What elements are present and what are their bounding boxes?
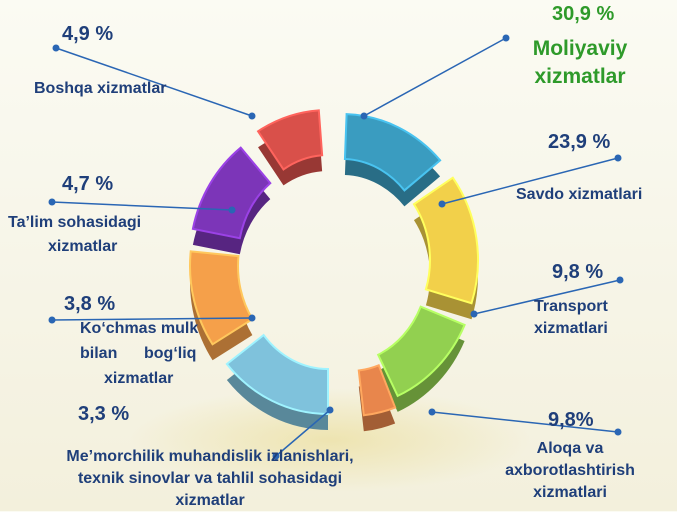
slice-3	[357, 363, 397, 432]
leader-dot-3-1	[614, 428, 622, 436]
label-kochmas-3: xizmatlar	[104, 370, 174, 387]
leader-line-3	[431, 411, 619, 433]
slice-6	[191, 146, 272, 255]
leader-dot-2-1	[616, 276, 624, 284]
leader-dot-7-0	[248, 112, 256, 120]
label-aloqa-3: xizmatlari	[533, 484, 607, 501]
label-memorchilik-1: Me’morchilik muhandislik izlanishlari,	[66, 448, 354, 465]
leader-dot-4-0	[326, 406, 334, 414]
leader-dot-1-1	[614, 154, 622, 162]
label-moliyaviy-1: Moliyaviy	[532, 37, 628, 60]
pct-savdo: 23,9 %	[548, 131, 611, 153]
leader-line-4	[275, 409, 331, 457]
slice-face-0	[343, 113, 442, 192]
leader-dot-6-0	[228, 206, 236, 214]
slice-face-5	[189, 250, 254, 346]
slice-4	[225, 333, 329, 430]
label-memorchilik-2: texnik sinovlar va tahlil sohasidagi	[77, 470, 343, 487]
donut-slices	[189, 109, 479, 432]
leader-dot-4-1	[272, 452, 280, 460]
leader-dot-5-1	[48, 316, 56, 324]
pct-moliyaviy: 30,9 %	[552, 3, 615, 25]
slice-face-7	[256, 109, 324, 171]
leader-dot-0-1	[502, 34, 510, 42]
slice-0	[343, 113, 442, 207]
leader-dot-0-0	[360, 112, 368, 120]
label-kochmas-2: bilan bog‘liq	[80, 345, 197, 362]
label-aloqa-2: axborotlashtirish	[505, 462, 635, 479]
label-aloqa-1: Aloqa va	[536, 440, 604, 457]
pct-boshqa: 4,9 %	[62, 23, 114, 45]
pct-kochmas: 3,8 %	[64, 293, 116, 315]
slice-face-1	[412, 176, 479, 305]
label-kochmas-1: Ko‘chmas mulk	[80, 320, 199, 337]
leader-dot-5-0	[248, 314, 256, 322]
slice-face-4	[225, 333, 329, 416]
pct-talim: 4,7 %	[62, 173, 114, 195]
slice-face-2	[376, 305, 466, 398]
slice-5	[189, 250, 254, 361]
leader-line-1	[441, 157, 619, 205]
leader-dot-2-0	[470, 310, 478, 318]
leader-dot-7-1	[52, 44, 60, 52]
leader-dot-3-0	[428, 408, 436, 416]
leader-line-6	[51, 201, 233, 211]
slice-face-6	[191, 146, 272, 240]
label-transport-1: Transport	[534, 298, 608, 315]
leader-line-5	[51, 317, 253, 321]
label-transport-2: xizmatlari	[534, 320, 608, 337]
leader-dot-6-1	[48, 198, 56, 206]
label-savdo: Savdo xizmatlari	[516, 186, 643, 203]
pct-transport: 9,8 %	[552, 261, 604, 283]
label-talim-1: Ta’lim sohasidagi	[8, 214, 142, 231]
leader-line-0	[363, 37, 507, 117]
label-boshqa: Boshqa xizmatlar	[34, 80, 167, 97]
slice-7	[256, 109, 324, 186]
leader-line-7	[55, 47, 253, 117]
pct-memorchilik: 3,3 %	[78, 403, 130, 425]
slice-1	[412, 176, 479, 320]
leader-line-2	[473, 279, 621, 315]
label-memorchilik-3: xizmatlar	[175, 492, 245, 509]
leader-lines	[48, 34, 624, 460]
leader-dot-1-0	[438, 200, 446, 208]
label-moliyaviy-2: xizmatlar	[534, 65, 626, 88]
pct-aloqa: 9,8%	[548, 409, 594, 431]
slice-face-3	[357, 363, 397, 417]
label-talim-2: xizmatlar	[48, 238, 118, 255]
slice-2	[376, 305, 466, 412]
